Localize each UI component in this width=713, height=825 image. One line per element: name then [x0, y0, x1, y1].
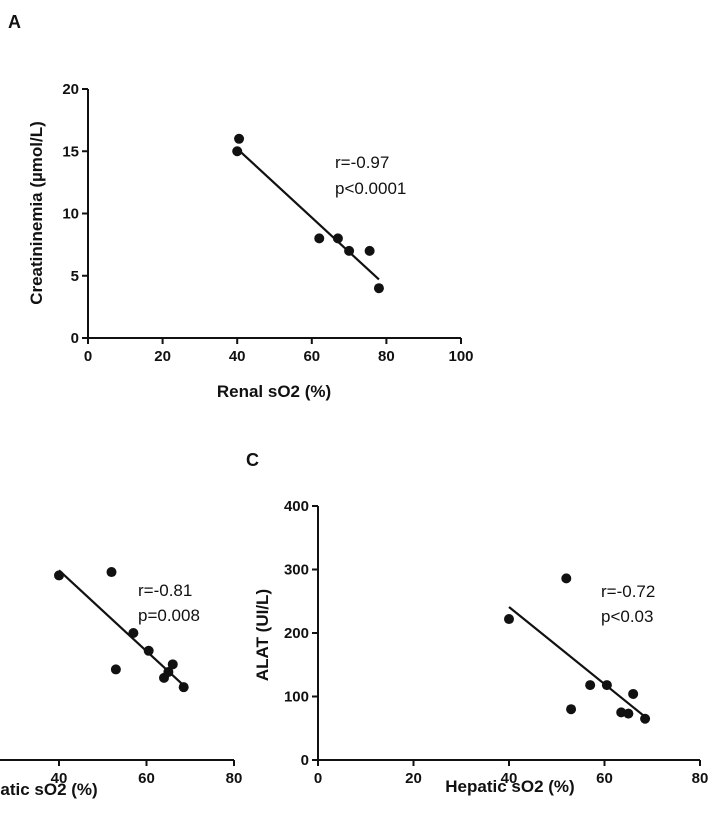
panel-a-x-tick-label: 40: [229, 348, 246, 365]
panel-b-data-point: [143, 645, 154, 656]
panel-b-x-tick-label: 60: [138, 770, 155, 787]
panel-c-x-tick-label: 0: [314, 770, 322, 787]
panel-a-x-tick-label: 60: [303, 348, 320, 365]
panel-c-y-axis-title: ALAT (UI/L): [253, 589, 272, 681]
panel-c-data-point: [566, 704, 577, 715]
panel-c-data-point: [585, 680, 596, 691]
panel-c-y-tick-label: 100: [284, 689, 309, 706]
panel-a-x-tick-label: 20: [154, 348, 171, 365]
panel-c-p-value: p<0.03: [601, 607, 653, 626]
panel-c-x-tick-label: 60: [596, 770, 613, 787]
panel-b-data-point: [167, 659, 178, 670]
panel-a-data-point: [234, 133, 245, 144]
panel-c-data-point: [623, 708, 634, 719]
panel-a-y-tick-label: 5: [71, 268, 79, 285]
panel-c-chart: C Hepatic sO2 (%) ALAT (UI/L) r=-0.72 p<…: [246, 450, 708, 796]
panel-a-letter: A: [8, 12, 21, 32]
panel-c-data-point: [601, 680, 612, 691]
panel-a-y-tick-label: 15: [62, 143, 79, 160]
panel-a-r-value: r=-0.97: [335, 153, 389, 172]
panel-c-x-tick-label: 20: [405, 770, 422, 787]
panel-c-y-tick-label: 400: [284, 498, 309, 515]
panel-a-p-value: p<0.0001: [335, 179, 406, 198]
panel-c-data-point: [561, 573, 572, 584]
panel-a-regression-line: [236, 147, 380, 281]
panel-b-x-tick-label: 40: [51, 770, 68, 787]
panel-b-data-point: [54, 570, 64, 581]
panel-b-r-value: r=-0.81: [138, 581, 192, 600]
panel-b-p-value: p=0.008: [138, 606, 200, 625]
panel-c-x-tick-label: 40: [501, 770, 518, 787]
panel-c-data-point: [504, 614, 514, 625]
panel-a-y-tick-label: 0: [71, 330, 79, 347]
panel-b-chart: patic sO2 (%) r=-0.81 p=0.008 40 60 80: [0, 567, 242, 799]
panel-a-x-tick-label: 0: [84, 348, 92, 365]
panel-a-data-point: [344, 245, 355, 256]
panel-a-x-tick-label: 100: [448, 348, 473, 365]
panel-c-y-tick-label: 200: [284, 625, 309, 642]
panel-a-y-axis-title: Creatininemia (µmol/L): [27, 121, 46, 305]
panel-a-x-tick-label: 80: [378, 348, 395, 365]
panel-a-data-point: [332, 233, 343, 244]
panel-a-data-point: [314, 233, 325, 244]
panel-b-regression-line: [58, 569, 185, 687]
panel-c-y-tick-label: 300: [284, 562, 309, 579]
panel-a-y-tick-label: 10: [62, 206, 79, 223]
panel-a-y-tick-label: 20: [62, 81, 79, 98]
panel-b-x-tick-label: 80: [226, 770, 243, 787]
panel-a-x-axis-title: Renal sO2 (%): [217, 382, 331, 401]
panel-c-x-axis-title: Hepatic sO2 (%): [445, 777, 574, 796]
panel-b-data-point: [128, 628, 139, 638]
panel-a-data-point: [373, 283, 384, 294]
panel-b-data-point: [106, 567, 117, 578]
panel-c-data-point: [640, 713, 651, 724]
panel-b-data-point: [178, 682, 189, 693]
panel-b-data-point: [159, 672, 169, 683]
panel-c-data-point: [628, 688, 639, 699]
panel-a-data-point: [364, 245, 375, 256]
panel-c-x-tick-label: 80: [692, 770, 709, 787]
panel-c-r-value: r=-0.72: [601, 582, 655, 601]
panel-c-regression-line: [508, 606, 646, 718]
panel-a-data-point: [232, 146, 243, 157]
panel-c-letter: C: [246, 450, 259, 470]
panel-c-y-tick-label: 0: [301, 752, 309, 769]
panel-a-chart: A Renal sO2 (%) Creatininemia (µmol/L) r…: [8, 12, 474, 401]
panel-b-x-axis-title: patic sO2 (%): [0, 780, 98, 799]
panel-b-data-point: [110, 664, 121, 675]
